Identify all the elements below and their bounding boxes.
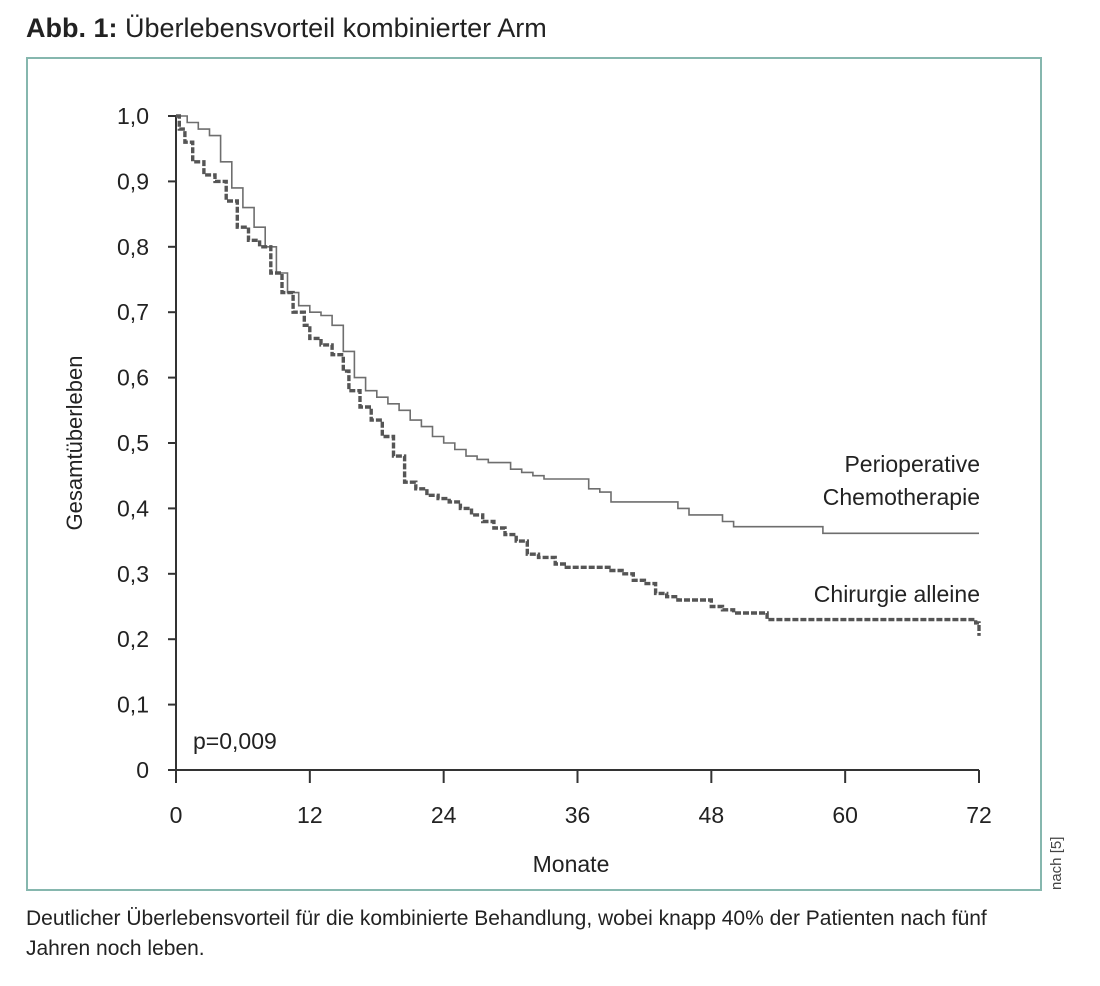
- survival-chart: 0 0,1 0,2 0,3 0,4 0,5 0,6 0,7 0,8 0,9 1,0 0 12 24 36 48…: [62, 103, 992, 877]
- chart-frame: 0 0,1 0,2 0,3 0,4 0,5 0,6 0,7 0,8 0,9 1,0 0 12 24 36 48…: [26, 57, 1042, 891]
- labels-layer: Perioperative Chemotherapie Chirurgie alle…: [193, 451, 980, 754]
- y-tick-label: 0,2: [117, 626, 149, 652]
- axes: 0 0,1 0,2 0,3 0,4 0,5 0,6 0,7 0,8 0,9 1,0 0 12 24 36 48…: [62, 103, 992, 877]
- y-tick-label: 0,8: [117, 234, 149, 260]
- y-tick-label: 0,3: [117, 561, 149, 587]
- source-note: nach [5]: [1048, 836, 1065, 890]
- x-tick-label: 60: [832, 802, 858, 828]
- series-layer: [176, 114, 981, 636]
- figure-title: Abb. 1: Überlebensvorteil kombinierter A…: [26, 8, 547, 48]
- figure-caption: Deutlicher Überlebensvorteil für die kom…: [26, 907, 987, 960]
- y-tick-label: 0,9: [117, 168, 149, 194]
- x-axis-title: Monate: [533, 851, 610, 877]
- figure-title-text: Überlebensvorteil kombinierter Arm: [125, 13, 547, 43]
- y-axis-title: Gesamtüberleben: [62, 356, 87, 531]
- series-line-chirurgie-alleine: [176, 114, 981, 636]
- y-tick-label: 0,6: [117, 365, 149, 391]
- y-tick-label: 1,0: [117, 103, 149, 129]
- x-tick-label: 0: [170, 802, 183, 828]
- y-tick-label: 0,5: [117, 430, 149, 456]
- series-line-perioperative-chemotherapie: [176, 115, 979, 535]
- x-tick-label: 24: [431, 802, 457, 828]
- y-tick-label: 0: [136, 757, 149, 783]
- x-tick-label: 12: [297, 802, 323, 828]
- series-label-chemotherapie: Chemotherapie: [823, 484, 980, 510]
- y-tick-label: 0,7: [117, 299, 149, 325]
- x-tick-label: 36: [565, 802, 591, 828]
- x-tick-label: 72: [966, 802, 992, 828]
- series-label-chirurgie-alleine: Chirurgie alleine: [814, 581, 980, 607]
- p-value-annotation: p=0,009: [193, 728, 277, 754]
- series-label-perioperative: Perioperative: [844, 451, 980, 477]
- x-tick-label: 48: [699, 802, 725, 828]
- y-tick-label: 0,1: [117, 692, 149, 718]
- y-tick-label: 0,4: [117, 495, 149, 521]
- figure-label: Abb. 1:: [26, 13, 118, 43]
